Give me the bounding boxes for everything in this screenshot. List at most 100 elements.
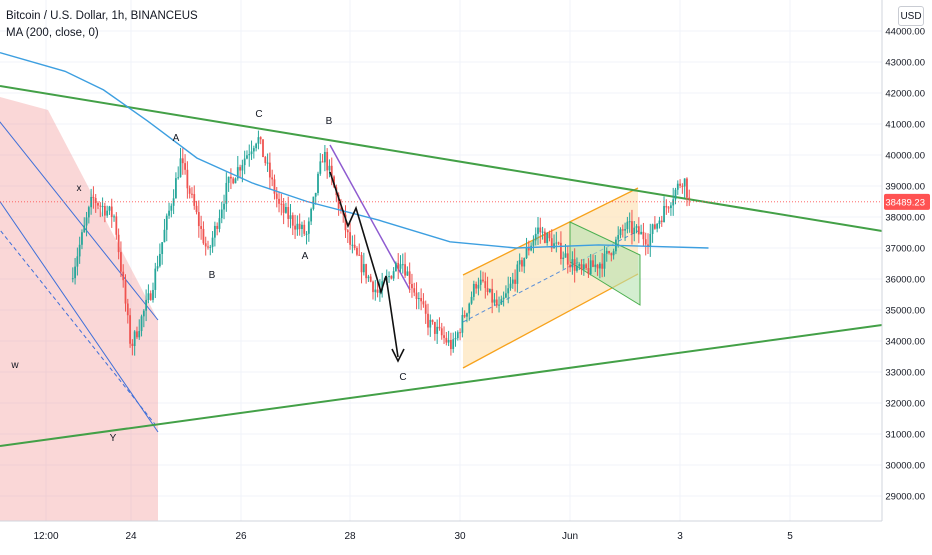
candle[interactable] bbox=[360, 252, 363, 284]
candle[interactable] bbox=[415, 282, 418, 310]
candle[interactable] bbox=[275, 186, 278, 208]
candle[interactable] bbox=[149, 290, 152, 301]
candle[interactable] bbox=[672, 187, 675, 216]
candle[interactable] bbox=[76, 247, 79, 276]
candle[interactable] bbox=[617, 226, 620, 248]
candle[interactable] bbox=[289, 203, 292, 229]
ma-indicator-label[interactable]: MA (200, close, 0) bbox=[6, 27, 99, 39]
price-tick-label[interactable]: 33000.00 bbox=[885, 368, 925, 379]
orange-channel-top[interactable] bbox=[462, 187, 639, 276]
candle[interactable] bbox=[291, 212, 294, 236]
candle[interactable] bbox=[417, 292, 420, 310]
candle[interactable] bbox=[408, 262, 411, 293]
candle[interactable] bbox=[124, 274, 127, 312]
wave-projection-path[interactable] bbox=[329, 171, 399, 358]
candle[interactable] bbox=[686, 177, 688, 207]
candle[interactable] bbox=[106, 205, 109, 218]
channel-upper-line[interactable] bbox=[0, 112, 159, 321]
candle[interactable] bbox=[195, 200, 198, 215]
candle[interactable] bbox=[147, 284, 150, 304]
candle[interactable] bbox=[681, 183, 684, 194]
candle[interactable] bbox=[395, 261, 397, 272]
candle[interactable] bbox=[103, 202, 106, 223]
candle[interactable] bbox=[429, 314, 432, 337]
candle[interactable] bbox=[401, 253, 404, 274]
candle[interactable] bbox=[592, 254, 594, 268]
candle[interactable] bbox=[621, 224, 624, 238]
last-price-label[interactable]: 38489.23 bbox=[885, 197, 925, 208]
candle[interactable] bbox=[525, 237, 528, 260]
candle[interactable] bbox=[356, 246, 358, 257]
price-tick-label[interactable]: 43000.00 bbox=[885, 58, 925, 69]
candle[interactable] bbox=[140, 314, 143, 337]
candle[interactable] bbox=[683, 178, 686, 198]
candle[interactable] bbox=[99, 202, 102, 218]
candle[interactable] bbox=[246, 150, 248, 160]
candle[interactable] bbox=[353, 234, 356, 251]
wave-label[interactable]: C bbox=[255, 109, 262, 120]
candle[interactable] bbox=[635, 224, 638, 234]
candle[interactable] bbox=[491, 278, 494, 314]
symbol-title[interactable]: Bitcoin / U.S. Dollar, 1h, BINANCEUS bbox=[6, 10, 198, 22]
candle[interactable] bbox=[367, 274, 370, 282]
candle[interactable] bbox=[468, 302, 471, 321]
candle[interactable] bbox=[587, 258, 590, 278]
candle[interactable] bbox=[158, 243, 161, 268]
time-tick-label[interactable]: 12:00 bbox=[33, 531, 58, 542]
wave-label[interactable]: w bbox=[10, 360, 19, 371]
candle[interactable] bbox=[323, 144, 326, 172]
candle[interactable] bbox=[505, 285, 507, 299]
candle[interactable] bbox=[369, 273, 372, 283]
price-tick-label[interactable]: 41000.00 bbox=[885, 120, 925, 131]
candle[interactable] bbox=[362, 252, 365, 276]
candle[interactable] bbox=[596, 263, 599, 276]
candle[interactable] bbox=[351, 235, 354, 254]
candle[interactable] bbox=[317, 171, 319, 196]
candle[interactable] bbox=[152, 282, 154, 303]
candle[interactable] bbox=[388, 271, 390, 283]
candle[interactable] bbox=[532, 235, 535, 254]
candle[interactable] bbox=[413, 282, 416, 297]
candle[interactable] bbox=[424, 300, 427, 324]
candle[interactable] bbox=[92, 186, 95, 209]
candle[interactable] bbox=[601, 252, 604, 278]
candle[interactable] bbox=[204, 236, 207, 256]
candle[interactable] bbox=[248, 144, 251, 167]
candle[interactable] bbox=[94, 194, 97, 213]
candle[interactable] bbox=[555, 231, 558, 253]
candle[interactable] bbox=[161, 242, 164, 265]
candle[interactable] bbox=[443, 326, 445, 344]
candle[interactable] bbox=[484, 272, 487, 299]
candle[interactable] bbox=[633, 221, 636, 242]
candle[interactable] bbox=[495, 290, 498, 308]
candle[interactable] bbox=[314, 192, 317, 205]
candle[interactable] bbox=[81, 229, 83, 250]
candle[interactable] bbox=[436, 319, 439, 344]
candle[interactable] bbox=[404, 252, 406, 278]
candle[interactable] bbox=[578, 262, 581, 271]
currency-label[interactable]: USD bbox=[898, 6, 924, 26]
candle[interactable] bbox=[262, 139, 264, 158]
time-tick-label[interactable]: 5 bbox=[787, 531, 793, 542]
candle[interactable] bbox=[301, 221, 303, 238]
candle[interactable] bbox=[397, 253, 400, 279]
candle[interactable] bbox=[456, 330, 459, 341]
candle[interactable] bbox=[133, 330, 136, 356]
candle[interactable] bbox=[676, 180, 679, 195]
candle[interactable] bbox=[461, 307, 464, 338]
candle[interactable] bbox=[239, 164, 241, 179]
candle[interactable] bbox=[466, 312, 468, 323]
candle[interactable] bbox=[658, 216, 661, 229]
candle[interactable] bbox=[557, 241, 560, 245]
candle[interactable] bbox=[534, 227, 537, 246]
candle[interactable] bbox=[223, 194, 225, 220]
candle[interactable] bbox=[640, 224, 643, 235]
candle[interactable] bbox=[598, 262, 601, 279]
candle[interactable] bbox=[101, 197, 104, 217]
candle[interactable] bbox=[209, 244, 212, 256]
candle[interactable] bbox=[188, 185, 191, 199]
candle[interactable] bbox=[509, 277, 512, 291]
time-tick-label[interactable]: 28 bbox=[344, 531, 356, 542]
